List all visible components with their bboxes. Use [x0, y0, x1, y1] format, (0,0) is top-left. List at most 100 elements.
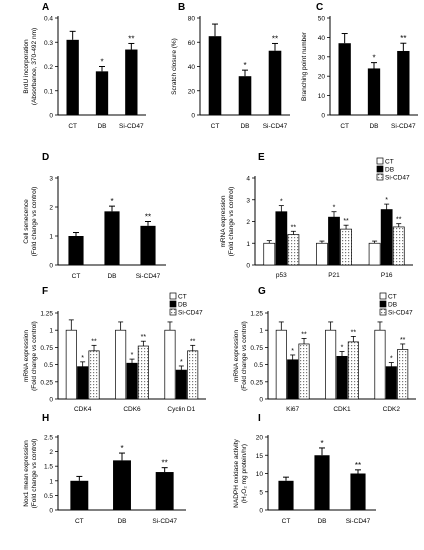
x-tick-label: DB: [107, 273, 116, 280]
x-tick-label: CT: [68, 123, 77, 130]
y-axis-title: Cell senecence: [23, 199, 30, 244]
y-axis-title-2: (Fold change vs control): [31, 321, 38, 391]
legend-label: DB: [385, 167, 394, 174]
bar: [208, 36, 222, 115]
legend-swatch: [376, 165, 384, 173]
y-tick-label: 2.5: [44, 435, 53, 442]
y-tick-label: 0.1: [44, 88, 53, 95]
significance-mark: *: [341, 345, 344, 352]
legend-swatch: [379, 300, 387, 308]
x-tick-label: Si-CD47: [152, 518, 177, 525]
x-tick-label: DB: [117, 518, 126, 525]
x-tick-label: CT: [75, 518, 84, 525]
bar: [340, 228, 352, 266]
bar: [350, 473, 366, 510]
y-tick-label: 20: [188, 88, 196, 95]
panel-C: C 0 10 20 30 40 50 Branching point number CT * DB *…: [301, 2, 418, 130]
panel-I: I 0 5 10 15 20 NADPH oxidase activity (H₂O₂ mg …: [233, 413, 376, 525]
bar: [368, 242, 381, 266]
significance-mark: **: [351, 329, 357, 336]
panel-H: H 0 0.5 1 1.5 2 2.5 Nox1 mean expression (Fold c…: [23, 413, 186, 525]
significance-mark: *: [180, 359, 183, 366]
y-tick-label: 2: [49, 449, 53, 456]
y-axis-title: mRNA expression: [233, 330, 240, 382]
bar: [287, 359, 299, 400]
y-axis-title-2: (Fold change vs control): [31, 187, 38, 257]
x-tick-label: DB: [317, 518, 326, 525]
bar: [336, 355, 348, 400]
bar: [275, 329, 287, 400]
significance-mark: *: [110, 197, 113, 206]
bar: [104, 211, 120, 265]
y-tick-label: 0.2: [44, 64, 53, 71]
y-tick-label: 2: [246, 219, 250, 226]
y-tick-label: 50: [318, 16, 326, 23]
bar: [367, 68, 381, 115]
bar: [392, 226, 405, 266]
significance-mark: *: [390, 356, 393, 363]
bar: [298, 343, 310, 400]
y-tick-label: 0: [259, 397, 263, 404]
legend-swatch: [169, 300, 177, 308]
y-tick-label: 0.25: [250, 379, 263, 386]
significance-mark: **: [301, 331, 307, 338]
x-tick-label: P21: [328, 272, 340, 279]
x-tick-label: Si-CD47: [119, 123, 144, 130]
y-tick-label: 0: [49, 508, 53, 515]
y-axis-title-2: (Fold change vs control): [228, 187, 235, 257]
panel-F: F 0 0.25 0.5 0.75 1 1.25 mRNA expression (Fold c…: [23, 286, 206, 413]
y-tick-label: 1: [246, 241, 250, 248]
bar: [238, 76, 252, 115]
bar: [325, 329, 337, 400]
legend-swatch: [379, 308, 387, 316]
x-tick-label: CT: [282, 518, 291, 525]
y-tick-label: 40: [188, 64, 196, 71]
y-tick-label: 0.4: [44, 16, 53, 23]
y-axis-title-2: (Absorbance, 370-492 nm): [31, 28, 38, 105]
bar: [126, 362, 138, 400]
y-tick-label: 0.5: [254, 362, 263, 369]
significance-mark: *: [280, 199, 283, 206]
y-tick-label: 0: [49, 263, 53, 270]
bar: [385, 366, 397, 400]
y-tick-label: 0: [321, 113, 325, 120]
significance-mark: *: [333, 205, 336, 212]
legend-label: Si-CD47: [178, 310, 203, 317]
panel-G: G 0 0.25 0.5 0.75 1 1.25 mRNA expression (Fold c…: [233, 286, 416, 413]
x-tick-label: CDK4: [74, 406, 92, 413]
y-tick-label: 30: [318, 54, 326, 61]
panel-A: A 0 0.1 0.2 0.3 0.4 BrdU incorporation (Absorba…: [23, 2, 146, 130]
y-axis-title-2: (Fold change vs control): [31, 439, 38, 509]
significance-mark: *: [243, 61, 246, 70]
y-tick-label: 1: [259, 328, 263, 335]
significance-mark: **: [400, 34, 406, 43]
significance-mark: **: [128, 34, 134, 43]
significance-mark: **: [162, 459, 168, 468]
x-tick-label: P16: [381, 272, 393, 279]
significance-mark: *: [291, 348, 294, 355]
bar: [268, 50, 282, 115]
y-tick-label: 1: [49, 478, 53, 485]
bar: [88, 350, 100, 400]
panel-letter: A: [42, 2, 49, 13]
y-tick-label: 0: [246, 263, 250, 270]
significance-mark: *: [385, 197, 388, 204]
bar: [115, 329, 127, 400]
bar: [70, 480, 89, 510]
panel-D: D 0 1 2 3 Cell senecence (Fold change vs contr…: [23, 152, 166, 280]
panel-B: B 0 20 40 60 80 Scratch closure (%) CT * DB ** Si-C…: [171, 2, 290, 130]
bar: [278, 480, 294, 510]
x-tick-label: CDK6: [123, 406, 141, 413]
panel-E: E 0 1 2 3 4 mRNA expression (Fold change vs con…: [220, 152, 413, 279]
bar: [175, 369, 187, 400]
y-tick-label: 0.5: [44, 493, 53, 500]
significance-mark: *: [120, 444, 123, 453]
legend-label: DB: [388, 302, 397, 309]
bar: [263, 242, 276, 266]
legend-label: DB: [178, 302, 187, 309]
bar: [66, 39, 79, 116]
x-tick-label: CT: [340, 123, 349, 130]
